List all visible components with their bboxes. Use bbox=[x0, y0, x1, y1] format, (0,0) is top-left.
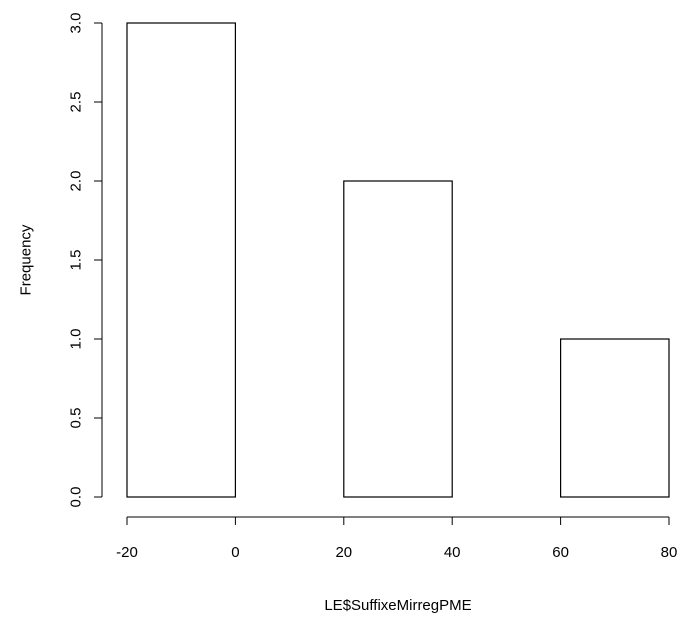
x-tick-label-1: 0 bbox=[231, 544, 239, 561]
bars-layer bbox=[126, 22, 670, 498]
x-tick-label-4: 60 bbox=[552, 544, 569, 561]
y-tick-label-3: 1.5 bbox=[68, 250, 85, 271]
x-tick-label-0: -20 bbox=[116, 544, 138, 561]
y-axis-title: Frequency bbox=[18, 224, 35, 295]
y-tick-label-6: 3.0 bbox=[68, 13, 85, 34]
x-axis-title: LE$SuffixeMirregPME bbox=[324, 597, 471, 614]
x-tick-label-3: 40 bbox=[444, 544, 461, 561]
histogram-bar-2 bbox=[559, 338, 670, 498]
y-tick-label-1: 0.5 bbox=[68, 408, 85, 429]
x-tick-label-2: 20 bbox=[335, 544, 352, 561]
y-tick-label-5: 2.5 bbox=[68, 92, 85, 113]
histogram-bar-1 bbox=[343, 180, 453, 498]
x-tick-label-5: 80 bbox=[661, 544, 678, 561]
y-axis: 0.0 0.5 1.0 1.5 2.0 2.5 3.0 bbox=[68, 13, 103, 508]
y-tick-label-0: 0.0 bbox=[68, 487, 85, 508]
histogram-bar-0 bbox=[126, 22, 237, 498]
x-axis: -20 0 20 40 60 80 bbox=[116, 516, 678, 561]
y-tick-label-2: 1.0 bbox=[68, 329, 85, 350]
y-tick-label-4: 2.0 bbox=[68, 171, 85, 192]
